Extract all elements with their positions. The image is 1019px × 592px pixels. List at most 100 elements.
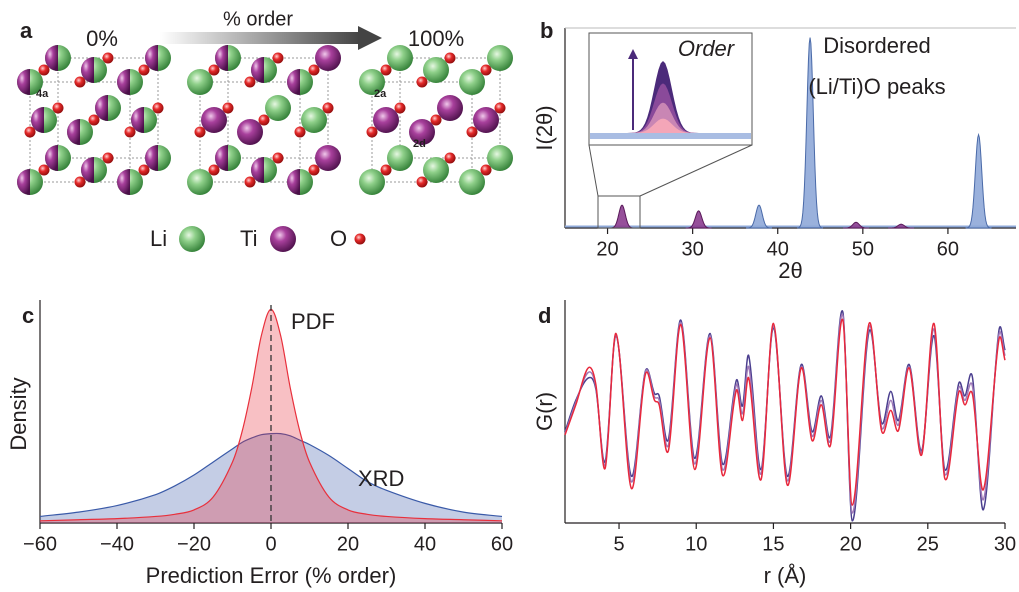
o-atom	[480, 164, 492, 176]
atom	[179, 226, 205, 252]
atom-half	[131, 107, 144, 133]
o-atom	[74, 76, 86, 88]
atom	[437, 95, 463, 121]
atom-half	[17, 69, 30, 95]
atom-half	[287, 169, 300, 195]
o-atom	[430, 114, 442, 126]
inset-title: Order	[678, 36, 736, 61]
atom	[423, 157, 449, 183]
atom-half	[81, 57, 94, 83]
density-line	[39, 432, 503, 518]
panel-label: b	[540, 18, 553, 43]
atom	[409, 119, 435, 145]
site-label: 2d	[413, 138, 426, 150]
legend-label: O	[330, 226, 347, 251]
o-atom	[294, 126, 306, 138]
o-atom	[222, 102, 234, 114]
atom-half	[117, 169, 130, 195]
o-atom	[480, 64, 492, 76]
annotation: Disordered	[823, 33, 931, 58]
x-tick-label: 60	[491, 533, 513, 555]
o-atom	[380, 64, 392, 76]
o-atom	[258, 114, 270, 126]
atom-half	[81, 157, 94, 183]
atom-half	[31, 107, 44, 133]
o-atom	[38, 164, 50, 176]
o-atom	[354, 233, 366, 245]
o-atom	[208, 164, 220, 176]
o-atom	[88, 114, 100, 126]
o-atom	[138, 64, 150, 76]
atom-half	[287, 69, 300, 95]
atom	[187, 169, 213, 195]
annotation: (Li/Ti)O peaks	[808, 74, 945, 99]
atom	[459, 169, 485, 195]
x-tick-label: −20	[177, 533, 211, 555]
o-atom	[272, 152, 284, 164]
atom-half	[251, 57, 264, 83]
x-tick-label: 50	[852, 238, 874, 260]
o-atom	[322, 102, 334, 114]
o-atom	[124, 126, 136, 138]
o-atom	[494, 102, 506, 114]
atom	[459, 69, 485, 95]
atom-half	[145, 45, 158, 71]
o-atom	[194, 126, 206, 138]
atom-half	[45, 145, 58, 171]
o-atom	[138, 164, 150, 176]
o-atom	[308, 64, 320, 76]
o-atom	[394, 102, 406, 114]
peak	[609, 204, 635, 229]
atom-half	[215, 45, 228, 71]
x-tick-label: −60	[23, 533, 57, 555]
atom	[315, 45, 341, 71]
gr-line	[564, 318, 1006, 506]
o-atom	[416, 176, 428, 188]
legend-label: Li	[150, 226, 167, 251]
series-label: PDF	[291, 309, 335, 334]
o-atom	[152, 102, 164, 114]
x-axis-label: 2θ	[778, 258, 802, 283]
order-arrow	[160, 32, 360, 44]
o-atom	[416, 76, 428, 88]
x-axis-label: Prediction Error (% order)	[146, 563, 397, 588]
atom-half	[145, 145, 158, 171]
o-atom	[466, 126, 478, 138]
x-tick-label: 25	[917, 533, 939, 555]
atom	[265, 95, 291, 121]
peak	[888, 223, 915, 229]
o-atom	[24, 126, 36, 138]
peak	[965, 132, 992, 229]
atom-half	[117, 69, 130, 95]
panel-label: a	[20, 18, 33, 43]
atom	[359, 169, 385, 195]
y-axis-label: G(r)	[532, 392, 557, 431]
atom-half	[251, 157, 264, 183]
structure	[17, 45, 171, 195]
peak	[685, 210, 712, 229]
atom-half	[215, 145, 228, 171]
o-atom	[380, 164, 392, 176]
o-atom	[366, 126, 378, 138]
structure	[187, 45, 341, 195]
atom	[487, 45, 513, 71]
zoom-box	[597, 195, 641, 229]
inset-peak	[627, 102, 699, 133]
atom	[373, 107, 399, 133]
x-axis-label: r (Å)	[764, 563, 807, 588]
series-label: XRD	[358, 466, 404, 491]
x-tick-label: −40	[100, 533, 134, 555]
panel-label: d	[538, 303, 551, 328]
inset-peak	[627, 118, 699, 133]
o-atom	[244, 176, 256, 188]
atom-half	[67, 119, 80, 145]
atom	[301, 107, 327, 133]
o-atom	[102, 152, 114, 164]
site-label: 4a	[36, 88, 49, 100]
gr-line	[564, 310, 1006, 522]
x-tick-label: 0	[265, 533, 276, 555]
atom	[237, 119, 263, 145]
atom	[387, 45, 413, 71]
atom	[387, 145, 413, 171]
